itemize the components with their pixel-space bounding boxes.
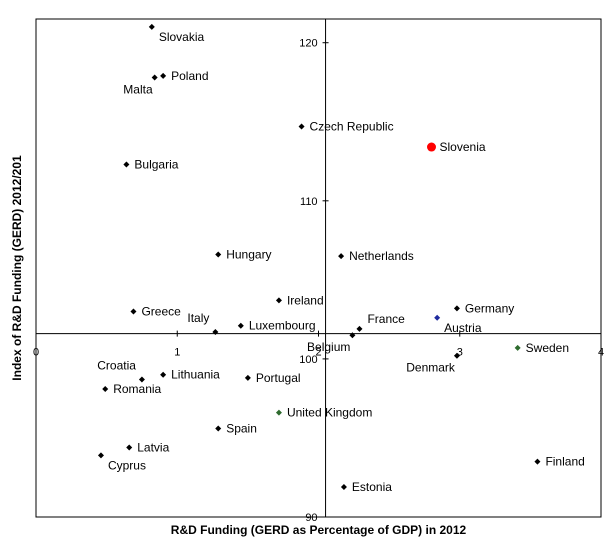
point-marker-malta [151,74,158,81]
point-marker-luxembourg [237,322,244,329]
point-label-ireland: Ireland [287,293,324,307]
y-tick-label: 110 [300,196,318,208]
point-label-slovenia: Slovenia [440,140,486,154]
point-label-hungary: Hungary [226,248,271,262]
point-marker-spain [215,425,222,432]
point-marker-belgium [349,332,356,339]
y-tick-label: 120 [299,38,317,50]
x-tick-label: 2 [315,347,321,359]
point-label-italy: Italy [187,311,209,325]
point-label-czech-republic: Czech Republic [310,120,394,134]
point-label-slovakia: Slovakia [159,30,205,44]
point-marker-slovakia [148,23,155,30]
point-label-united-kingdom: United Kingdom [287,406,372,420]
point-marker-ireland [275,297,282,304]
y-tick-label: 90 [305,512,317,524]
point-marker-denmark [453,352,460,359]
point-marker-czech-republic [298,123,305,130]
x-tick-label: 3 [457,347,463,359]
point-label-portugal: Portugal [256,371,301,385]
point-marker-hungary [215,251,222,258]
y-tick-label: 100 [299,354,317,366]
y-axis-title: Index of R&D Funding (GERD) 2012/201 [10,155,24,381]
point-label-latvia: Latvia [137,440,169,454]
point-label-bulgaria: Bulgaria [134,157,178,171]
point-marker-germany [453,305,460,312]
point-marker-romania [102,385,109,392]
x-tick-group: 0 1 2 3 4 [33,330,604,359]
plot-area-frame [35,18,602,518]
point-label-estonia: Estonia [352,480,392,494]
point-marker-bulgaria [123,161,130,168]
point-marker-latvia [126,444,133,451]
point-marker-croatia [138,376,145,383]
point-marker-portugal [244,374,251,381]
point-marker-finland [534,458,541,465]
x-axis-title: R&D Funding (GERD as Percentage of GDP) … [171,523,467,537]
point-label-belgium: Belgium [307,340,350,354]
x-tick-label: 0 [33,347,39,359]
point-marker-austria [434,314,441,321]
point-label-croatia: Croatia [97,358,136,372]
point-marker-estonia [340,483,347,490]
x-tick-label: 1 [174,347,180,359]
point-marker-sweden [514,344,521,351]
point-label-poland: Poland [171,69,208,83]
point-marker-france [356,325,363,332]
point-marker-united-kingdom [275,409,282,416]
point-label-spain: Spain [226,421,257,435]
point-label-denmark: Denmark [406,361,456,375]
data-points-group: Slovakia Malta Poland Czech Republic Sloveni… [97,23,585,494]
point-label-romania: Romania [113,382,161,396]
point-label-sweden: Sweden [526,341,569,355]
point-label-lithuania: Lithuania [171,368,220,382]
point-marker-greece [130,308,137,315]
point-marker-poland [160,72,167,79]
point-marker-italy [212,329,219,336]
point-marker-netherlands [338,253,345,260]
point-label-germany: Germany [465,301,514,315]
point-label-cyprus: Cyprus [108,458,146,472]
point-marker-cyprus [97,452,104,459]
point-label-netherlands: Netherlands [349,249,414,263]
point-label-luxembourg: Luxembourg [249,319,316,333]
y-tick-group: 90 100 110 120 [299,38,329,524]
x-tick-label: 4 [598,347,604,359]
point-label-austria: Austria [444,321,482,335]
point-label-greece: Greece [141,304,181,318]
point-label-malta: Malta [123,82,153,96]
point-label-finland: Finland [545,455,584,469]
point-marker-slovenia [427,142,436,152]
point-label-france: France [367,312,405,326]
point-marker-lithuania [160,371,167,378]
